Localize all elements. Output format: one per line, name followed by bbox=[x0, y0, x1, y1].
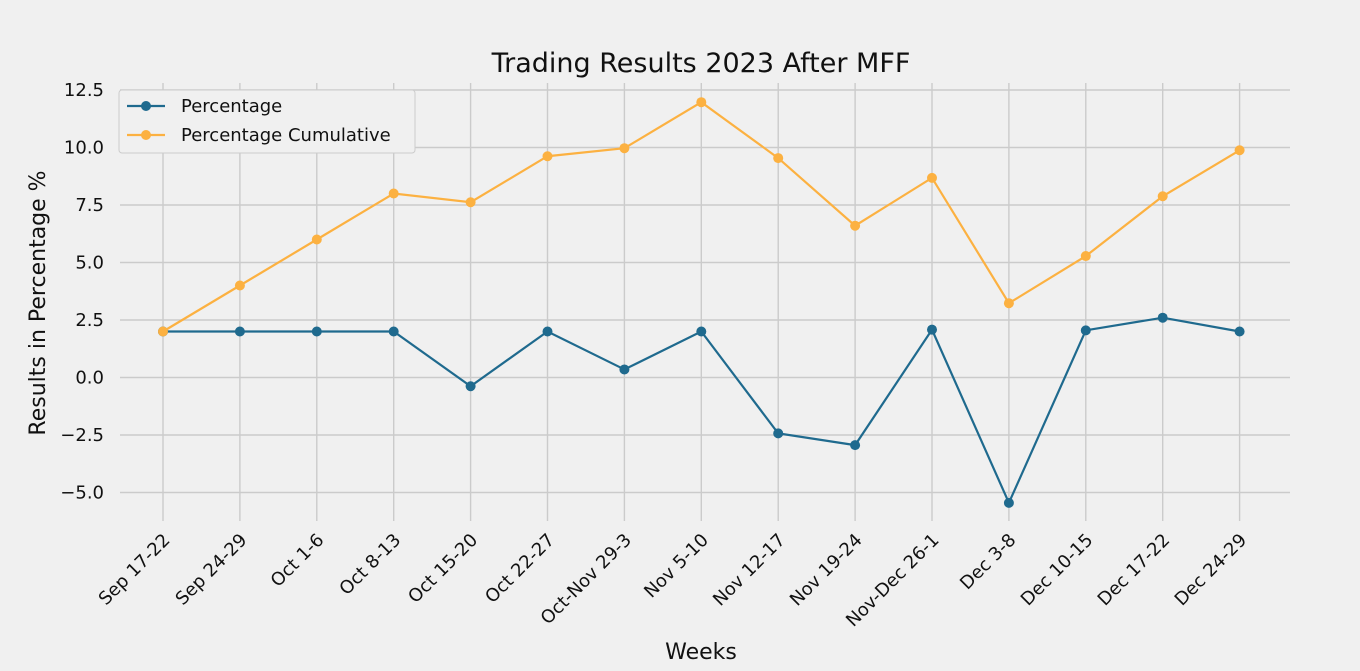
data-point-percentage bbox=[234, 326, 245, 337]
series-layer bbox=[158, 97, 1245, 508]
x-tick-label: Sep 24-29 bbox=[172, 530, 252, 610]
x-tick-label: Oct 22-27 bbox=[481, 530, 559, 608]
x-tick-label: Oct 15-20 bbox=[404, 530, 482, 608]
data-point-percentage bbox=[773, 428, 784, 439]
y-tick-label: 10.0 bbox=[64, 138, 104, 159]
y-tick-label: 2.5 bbox=[75, 310, 104, 331]
x-tick-label: Nov 5-10 bbox=[640, 530, 713, 603]
data-point-percentage-cumulative bbox=[1080, 251, 1091, 262]
data-point-percentage bbox=[850, 440, 861, 451]
y-axis-label: Results in Percentage % bbox=[26, 170, 51, 435]
y-tick-label: −2.5 bbox=[60, 425, 104, 446]
data-point-percentage bbox=[1003, 497, 1014, 508]
grid bbox=[120, 83, 1290, 521]
chart-title: Trading Results 2023 After MFF bbox=[491, 48, 911, 79]
y-tick-label: 7.5 bbox=[75, 195, 104, 216]
y-tick-label: −5.0 bbox=[60, 483, 104, 504]
x-axis-label: Weeks bbox=[665, 640, 737, 665]
data-point-percentage-cumulative bbox=[234, 280, 245, 291]
data-point-percentage-cumulative bbox=[311, 234, 322, 245]
data-point-percentage-cumulative bbox=[158, 326, 168, 337]
x-tick-label: Oct 8-13 bbox=[335, 530, 405, 600]
data-point-percentage-cumulative bbox=[1003, 298, 1014, 309]
x-tick-label: Nov 19-24 bbox=[786, 530, 867, 611]
data-point-percentage-cumulative bbox=[465, 197, 476, 208]
data-point-percentage-cumulative bbox=[773, 153, 784, 164]
data-point-percentage bbox=[311, 326, 322, 337]
data-point-percentage-cumulative bbox=[850, 220, 861, 231]
x-tick-label: Nov 12-17 bbox=[709, 530, 790, 611]
data-point-percentage bbox=[619, 364, 630, 375]
legend-label-percentage-cumulative: Percentage Cumulative bbox=[181, 125, 391, 146]
legend-marker-percentage-cumulative bbox=[141, 130, 151, 140]
x-tick-label: Dec 3-8 bbox=[956, 530, 1020, 594]
x-tick-label: Oct 1-6 bbox=[267, 530, 329, 592]
legend-box bbox=[118, 89, 416, 154]
data-point-percentage-cumulative bbox=[542, 151, 553, 162]
data-point-percentage-cumulative bbox=[619, 143, 630, 154]
data-point-percentage-cumulative bbox=[927, 172, 937, 183]
data-point-percentage bbox=[696, 326, 707, 337]
data-point-percentage-cumulative bbox=[1157, 191, 1168, 202]
data-point-percentage bbox=[1080, 325, 1091, 336]
data-point-percentage bbox=[542, 326, 553, 337]
data-point-percentage bbox=[1157, 312, 1168, 323]
data-point-percentage bbox=[1234, 326, 1245, 337]
data-point-percentage bbox=[927, 324, 937, 335]
data-point-percentage bbox=[388, 326, 399, 337]
y-tick-label: 5.0 bbox=[75, 253, 104, 274]
y-tick-label: 12.5 bbox=[64, 80, 104, 101]
x-tick-label: Dec 17-22 bbox=[1094, 530, 1175, 611]
data-point-percentage-cumulative bbox=[1234, 145, 1245, 156]
legend-marker-percentage bbox=[141, 101, 151, 111]
data-point-percentage bbox=[465, 381, 476, 392]
data-point-percentage-cumulative bbox=[696, 97, 707, 108]
x-tick-label: Sep 17-22 bbox=[95, 530, 175, 610]
legend-label-percentage: Percentage bbox=[181, 96, 282, 117]
legend: Percentage Percentage Cumulative bbox=[118, 89, 416, 154]
y-tick-label: 0.0 bbox=[75, 368, 104, 389]
data-point-percentage-cumulative bbox=[388, 188, 399, 199]
y-axis-ticks: 12.5 10.0 7.5 5.0 2.5 0.0 −2.5 −5.0 bbox=[60, 80, 104, 504]
x-tick-label: Dec 24-29 bbox=[1171, 530, 1252, 611]
x-tick-label: Dec 10-15 bbox=[1017, 530, 1098, 611]
